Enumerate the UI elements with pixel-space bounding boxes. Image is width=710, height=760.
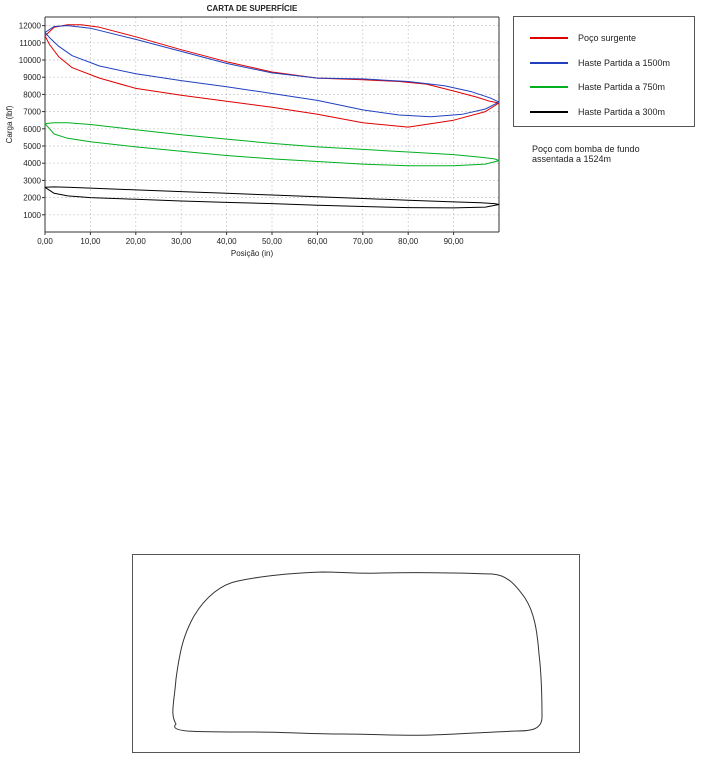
x-tick-label: 30,00 bbox=[171, 237, 192, 246]
chart-title: CARTA DE SUPERFÍCIE bbox=[207, 4, 298, 13]
legend-swatch bbox=[530, 86, 568, 88]
series-line bbox=[44, 25, 500, 118]
legend-item: Haste Partida a 1500m bbox=[530, 56, 670, 70]
note-line: Poço com bomba de fundo bbox=[532, 144, 640, 154]
y-tick-label: 7000 bbox=[23, 108, 41, 117]
surface-card-chart: 0,00 10,00 20,00 30,00 40,00 50,00 60,00 70,00 8… bbox=[5, 4, 500, 258]
legend-label: Haste Partida a 750m bbox=[578, 82, 666, 92]
x-tick-label: 20,00 bbox=[126, 237, 147, 246]
x-axis-label: Posição (in) bbox=[231, 249, 274, 258]
x-tick-label: 90,00 bbox=[444, 237, 465, 246]
downhole-card-figure bbox=[132, 554, 580, 753]
x-tick-label: 0,00 bbox=[37, 237, 53, 246]
y-tick-label: 11000 bbox=[19, 39, 41, 48]
legend-swatch bbox=[530, 111, 568, 113]
legend-item: Poço surgente bbox=[530, 31, 636, 45]
chart-note: Poço com bomba de fundo assentada a 1524… bbox=[532, 144, 640, 164]
x-tick-label: 40,00 bbox=[217, 237, 238, 246]
legend-swatch bbox=[530, 62, 568, 64]
series-line bbox=[44, 186, 500, 209]
chart-legend: Poço surgente Haste Partida a 1500m Hast… bbox=[513, 16, 695, 127]
legend-item: Haste Partida a 750m bbox=[530, 80, 665, 94]
x-tick-label: 80,00 bbox=[398, 237, 419, 246]
legend-swatch bbox=[530, 37, 568, 39]
legend-label: Haste Partida a 300m bbox=[578, 107, 666, 117]
downhole-card-frame bbox=[132, 554, 580, 753]
legend-item: Haste Partida a 300m bbox=[530, 105, 665, 119]
y-tick-label: 9000 bbox=[23, 73, 41, 82]
y-tick-label: 10000 bbox=[19, 56, 42, 65]
series-line bbox=[44, 24, 500, 128]
legend-label: Poço surgente bbox=[578, 33, 637, 43]
y-tick-label: 4000 bbox=[23, 159, 41, 168]
y-tick-label: 8000 bbox=[23, 90, 41, 99]
x-tick-label: 70,00 bbox=[353, 237, 374, 246]
legend-label: Haste Partida a 1500m bbox=[578, 58, 671, 68]
x-tick-label: 60,00 bbox=[307, 237, 328, 246]
note-line: assentada a 1524m bbox=[532, 154, 612, 164]
x-tick-label: 10,00 bbox=[80, 237, 101, 246]
y-tick-label: 12000 bbox=[19, 22, 42, 31]
downhole-card-curve bbox=[172, 571, 543, 736]
x-tick-label: 50,00 bbox=[262, 237, 283, 246]
y-tick-label: 3000 bbox=[23, 176, 41, 185]
y-tick-label: 6000 bbox=[23, 125, 41, 134]
y-tick-label: 2000 bbox=[23, 194, 41, 203]
series-line bbox=[44, 122, 500, 167]
y-axis-label: Carga (lbf) bbox=[5, 105, 14, 143]
y-tick-label: 5000 bbox=[23, 142, 41, 151]
y-tick-label: 1000 bbox=[23, 211, 41, 220]
